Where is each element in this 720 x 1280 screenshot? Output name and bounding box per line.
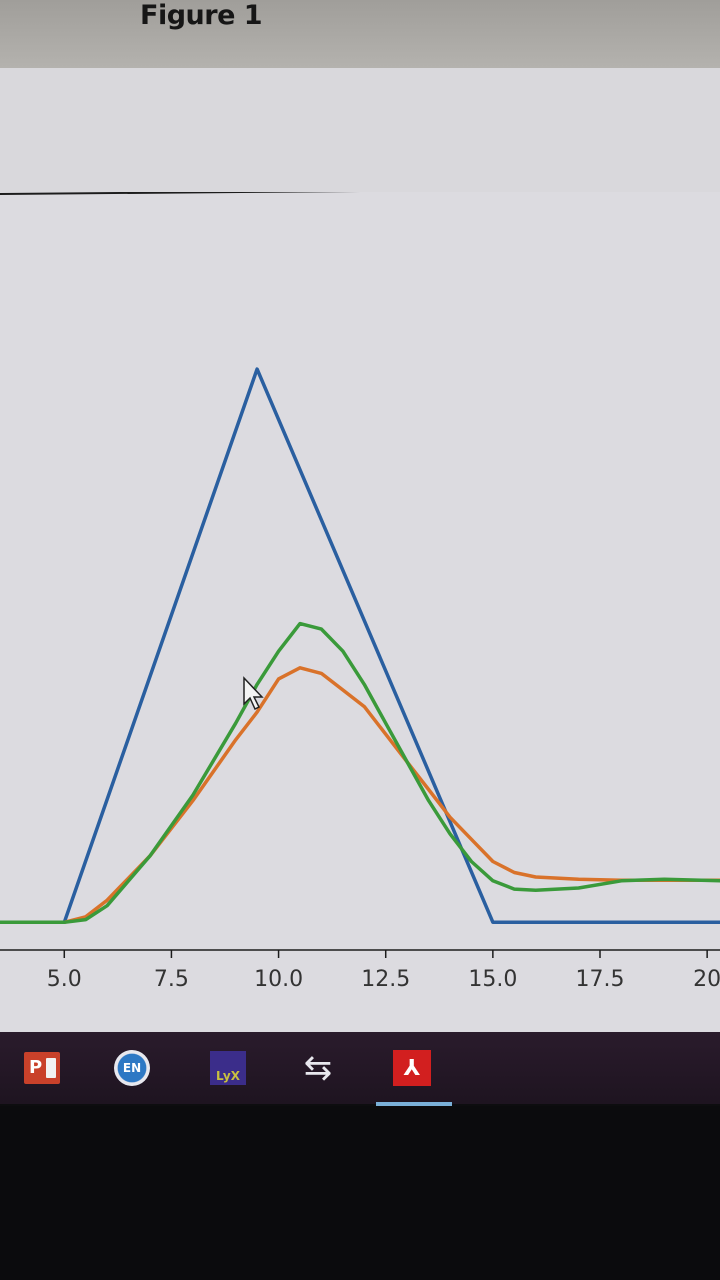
language-icon: EN	[114, 1050, 150, 1086]
mouse-cursor-icon	[243, 676, 264, 711]
x-tick-label-6: 20	[693, 967, 720, 992]
taskbar-acrobat-button[interactable]: ⅄	[390, 1046, 434, 1090]
lyx-icon: LyX	[210, 1051, 246, 1085]
taskbar: P EN LyX ⇆ ⅄	[0, 1032, 720, 1104]
screen-bezel	[0, 1106, 720, 1280]
taskbar-powerpoint-button[interactable]: P	[20, 1046, 64, 1090]
figure-top-band	[0, 68, 720, 192]
series-line-2	[0, 621, 720, 925]
taskbar-lyx-button[interactable]: LyX	[206, 1046, 250, 1090]
x-tick-label-4: 15.0	[468, 967, 517, 992]
figure-canvas: 5.0 7.5 10.0 12.5 15.0 17.5 20	[0, 192, 720, 1032]
x-tick-label-1: 7.5	[154, 967, 189, 992]
transfer-icon: ⇆	[303, 1048, 333, 1088]
window-title: Figure 1	[140, 0, 263, 31]
x-tick-label-5: 17.5	[576, 967, 625, 992]
x-tick-label-3: 12.5	[361, 967, 410, 992]
plot-top-spine	[0, 192, 361, 195]
acrobat-icon: ⅄	[393, 1050, 431, 1086]
taskbar-transfer-button[interactable]: ⇆	[296, 1046, 340, 1090]
x-tick-label-0: 5.0	[47, 967, 82, 992]
active-app-indicator	[376, 1102, 452, 1106]
powerpoint-icon: P	[24, 1052, 60, 1084]
window-titlebar[interactable]: Figure 1	[0, 0, 720, 68]
x-tick-label-2: 10.0	[254, 967, 303, 992]
taskbar-language-button[interactable]: EN	[110, 1046, 154, 1090]
series-line-0	[0, 367, 720, 925]
line-chart: 5.0 7.5 10.0 12.5 15.0 17.5 20	[0, 192, 720, 992]
